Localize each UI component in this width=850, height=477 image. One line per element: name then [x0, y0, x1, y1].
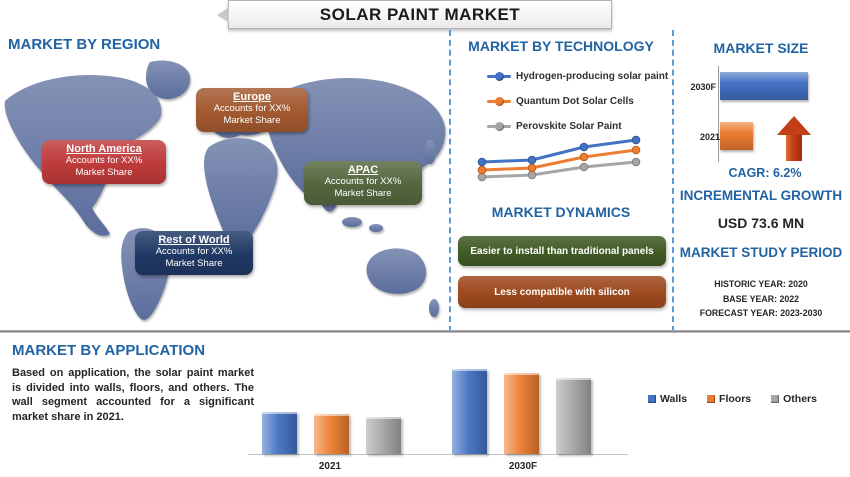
size-bar-2030f [720, 72, 808, 100]
incremental-growth-heading: INCREMENTAL GROWTH [679, 188, 843, 203]
dynamics-banner-driver: Easier to install than traditional panel… [458, 236, 666, 266]
legend-label: Others [783, 393, 817, 405]
incremental-growth-value: USD 73.6 MN [717, 215, 805, 231]
historic-year: HISTORIC YEAR: 2020 [714, 279, 808, 289]
walls-swatch-icon [648, 395, 656, 403]
callout-title: Europe [233, 91, 271, 103]
line-marker-icon [487, 122, 511, 131]
bar-walls-2030f [452, 369, 487, 454]
callout-line2: Market Share [165, 258, 223, 270]
legend-item: Walls [648, 393, 687, 405]
callout-line2: Market Share [223, 115, 281, 127]
technology-heading: MARKET BY TECHNOLOGY [468, 38, 654, 54]
base-year: BASE YEAR: 2022 [722, 293, 800, 304]
title-banner: SOLAR PAINT MARKET [217, 0, 612, 29]
application-body-text: Based on application, the solar paint ma… [12, 367, 254, 423]
dynamics-heading: MARKET DYNAMICS [491, 204, 631, 220]
page-title: SOLAR PAINT MARKET [319, 4, 521, 24]
size-bar-label-2021: 2021 [699, 132, 720, 142]
legend-item: Perovskite Solar Paint [487, 114, 668, 139]
size-bar-label-2030f: 2030F [690, 82, 716, 92]
forecast-year: FORECAST YEAR: 2023-2030 [699, 308, 823, 318]
others-swatch-icon [771, 395, 780, 403]
vertical-divider-left [449, 30, 451, 332]
dot-marker-icon [495, 97, 504, 106]
callout-europe: Europe Accounts for XX% Market Share [196, 88, 308, 132]
x-axis-label-2021: 2021 [318, 461, 342, 472]
legend-label: Hydrogen-producing solar paint [516, 71, 669, 82]
legend-item: Hydrogen-producing solar paint [487, 64, 668, 89]
arrow-stem [786, 135, 802, 161]
callout-north-america: North America Accounts for XX% Market Sh… [42, 140, 166, 184]
callout-apac: APAC Accounts for XX% Market Share [304, 161, 422, 205]
bar-floors-2021 [314, 414, 349, 454]
callout-rest-of-world: Rest of World Accounts for XX% Market Sh… [135, 231, 253, 275]
application-legend: Walls Floors Others [648, 393, 817, 405]
legend-label: Perovskite Solar Paint [516, 121, 622, 132]
dot-marker-icon [495, 72, 504, 81]
growth-arrow-icon [777, 116, 811, 162]
legend-label: Quantum Dot Solar Cells [516, 96, 634, 107]
technology-line-chart [477, 135, 641, 182]
bar-others-2021 [366, 417, 401, 454]
callout-line1: Accounts for XX% [65, 155, 143, 166]
dynamics-text: Easier to install than traditional panel… [470, 245, 654, 257]
callout-line1: Accounts for XX% [155, 246, 233, 257]
callout-title: North America [66, 143, 142, 155]
callout-line2: Market Share [75, 167, 133, 179]
technology-legend: Hydrogen-producing solar paint Quantum D… [487, 64, 668, 139]
line-marker-icon [487, 97, 511, 106]
horizontal-divider [0, 330, 850, 333]
dot-marker-icon [495, 122, 504, 131]
bar-floors-2030f [504, 373, 539, 454]
market-size-heading: MARKET SIZE [713, 40, 809, 56]
legend-item: Floors [707, 393, 751, 405]
callout-line1: Accounts for XX% [324, 176, 402, 187]
dynamics-text: Less compatible with silicon [494, 286, 630, 298]
line-marker-icon [487, 72, 511, 81]
application-heading: MARKET BY APPLICATION [12, 342, 206, 359]
study-period-heading: MARKET STUDY PERIOD [679, 245, 843, 260]
bar-others-2030f [556, 378, 591, 454]
application-bar-chart: 2021 2030F [248, 358, 628, 472]
study-period-lines: HISTORIC YEAR: 2020 BASE YEAR: 2022 FORE… [672, 277, 850, 321]
x-axis-label-2030f: 2030F [508, 461, 538, 472]
legend-label: Walls [660, 393, 688, 405]
legend-item: Others [771, 393, 817, 405]
floors-swatch-icon [707, 395, 716, 403]
callout-line1: Accounts for XX% [213, 103, 291, 114]
callout-line2: Market Share [334, 188, 392, 200]
legend-label: Floors [719, 393, 752, 405]
bar-walls-2021 [262, 412, 297, 454]
size-bar-2021 [720, 122, 754, 150]
region-heading: MARKET BY REGION [8, 36, 161, 53]
callout-title: APAC [347, 164, 379, 176]
arrow-head [777, 116, 811, 135]
callout-title: Rest of World [158, 234, 230, 246]
vertical-divider-right [672, 30, 674, 332]
dynamics-banner-restraint: Less compatible with silicon [458, 276, 666, 308]
legend-item: Quantum Dot Solar Cells [487, 89, 668, 114]
size-chart-axis [718, 66, 719, 162]
cagr-value: CAGR: 6.2% [728, 166, 802, 180]
